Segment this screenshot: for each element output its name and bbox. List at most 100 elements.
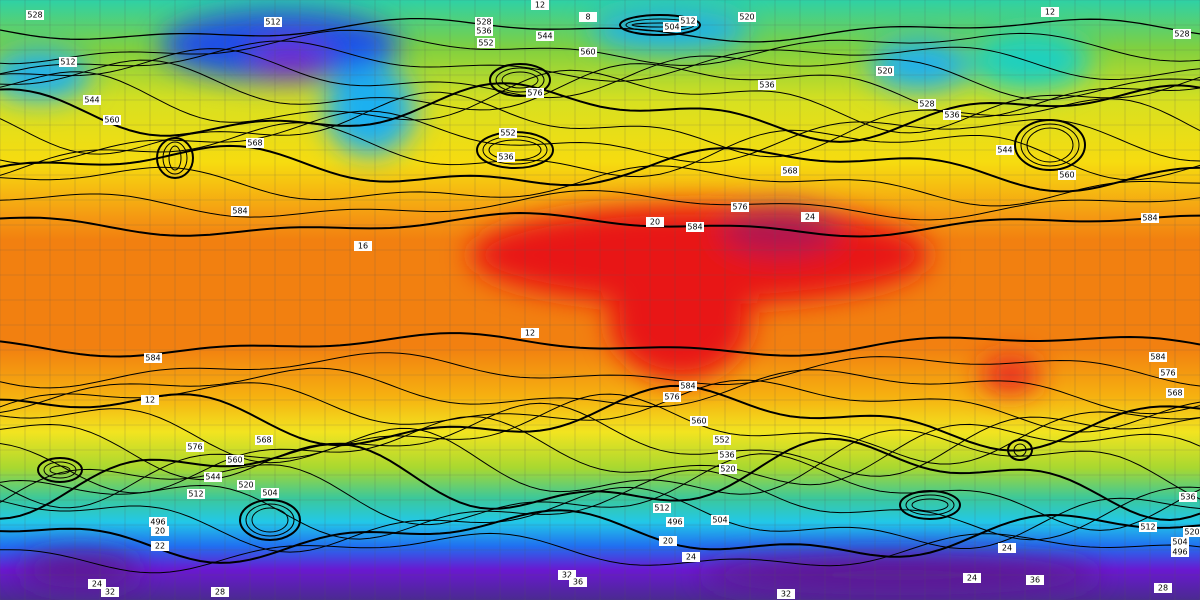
- label-box: [679, 381, 697, 391]
- label-box: [653, 503, 671, 513]
- contour-label: 496: [667, 518, 682, 527]
- contour-label: 576: [187, 443, 202, 452]
- contour-label: 568: [782, 167, 797, 176]
- contour-label: 36: [1030, 576, 1040, 585]
- label-box: [579, 47, 597, 57]
- cold-pool: [20, 552, 140, 588]
- label-box: [151, 526, 169, 536]
- height-contour: [0, 486, 1200, 553]
- contour-label: 576: [1160, 369, 1175, 378]
- closed-contour: [899, 490, 961, 520]
- label-box: [526, 88, 544, 98]
- label-box: [255, 435, 273, 445]
- height-contour: [0, 416, 1200, 494]
- label-box: [264, 17, 282, 27]
- closed-contour: [245, 503, 295, 537]
- contour-label: 536: [759, 81, 774, 90]
- height-contour: [0, 17, 1200, 43]
- contour-label: 28: [215, 588, 225, 597]
- label-box: [237, 480, 255, 490]
- contour-label: 584: [232, 207, 247, 216]
- contour-label: 568: [1167, 389, 1182, 398]
- height-contour: [0, 82, 1200, 143]
- height-contour: [0, 165, 1200, 207]
- contour-label: 520: [1184, 528, 1199, 537]
- label-box: [690, 416, 708, 426]
- label-box: [226, 455, 244, 465]
- contour-label: 520: [720, 465, 735, 474]
- label-box: [1149, 352, 1167, 362]
- contour-label: 20: [155, 527, 165, 536]
- closed-contour: [239, 499, 301, 541]
- label-box: [149, 517, 167, 527]
- label-box: [497, 152, 515, 162]
- contour-label: 512: [654, 504, 669, 513]
- contour-label: 20: [663, 537, 673, 546]
- height-contour: [0, 402, 1200, 481]
- label-box: [101, 587, 119, 597]
- contour-label: 24: [686, 553, 696, 562]
- height-contour: [0, 469, 1200, 541]
- closed-contour: [905, 494, 955, 516]
- contour-label: 560: [227, 456, 242, 465]
- closed-contour: [619, 14, 701, 36]
- contour-label: 528: [919, 100, 934, 109]
- height-contour: [0, 48, 1200, 101]
- label-box: [1154, 583, 1172, 593]
- contour-label: 576: [664, 393, 679, 402]
- contour-label: 584: [1150, 353, 1165, 362]
- height-contour: [0, 122, 1200, 181]
- contour-label: 528: [27, 11, 42, 20]
- height-contour: [0, 532, 1200, 574]
- height-contour: [0, 59, 1200, 118]
- label-box: [918, 99, 936, 109]
- label-box: [1026, 575, 1044, 585]
- contour-label: 512: [1140, 523, 1155, 532]
- contour-label: 496: [150, 518, 165, 527]
- label-box: [963, 573, 981, 583]
- label-box: [477, 38, 495, 48]
- label-box: [666, 517, 684, 527]
- contour-label: 584: [1142, 214, 1157, 223]
- label-box: [1159, 368, 1177, 378]
- contour-label: 520: [238, 481, 253, 490]
- contour-label: 36: [573, 578, 583, 587]
- closed-contour: [495, 67, 545, 93]
- height-contour: [0, 453, 1200, 531]
- height-contour: [0, 384, 1200, 452]
- label-box: [211, 587, 229, 597]
- contour-label: 20: [650, 218, 660, 227]
- contour-label: 496: [1172, 548, 1187, 557]
- label-box: [1173, 29, 1191, 39]
- label-box: [1166, 388, 1184, 398]
- closed-contour: [162, 141, 188, 175]
- contour-label: 504: [664, 23, 679, 32]
- cold-pool: [250, 42, 330, 78]
- height-contour: [0, 91, 1200, 158]
- label-box: [187, 489, 205, 499]
- label-box: [1183, 527, 1200, 537]
- label-box: [354, 241, 372, 251]
- contour-label: 520: [877, 67, 892, 76]
- label-box: [663, 22, 681, 32]
- closed-contour: [489, 63, 551, 97]
- closed-contour: [156, 137, 194, 179]
- contour-label: 528: [476, 18, 491, 27]
- contour-label: 560: [580, 48, 595, 57]
- height-contour: [0, 393, 1200, 465]
- contour-label: 544: [997, 146, 1012, 155]
- label-box: [26, 10, 44, 20]
- closed-contour: [1020, 123, 1080, 167]
- label-box: [1058, 170, 1076, 180]
- contour-label: 544: [205, 473, 220, 482]
- label-box: [1171, 547, 1189, 557]
- label-box: [475, 17, 493, 27]
- label-box: [569, 577, 587, 587]
- height-contour: [0, 189, 1200, 221]
- cold-pool: [700, 555, 1100, 595]
- contour-label: 560: [1059, 171, 1074, 180]
- contour-label: 24: [967, 574, 977, 583]
- contour-label: 552: [714, 436, 729, 445]
- contour-label: 24: [1002, 544, 1012, 553]
